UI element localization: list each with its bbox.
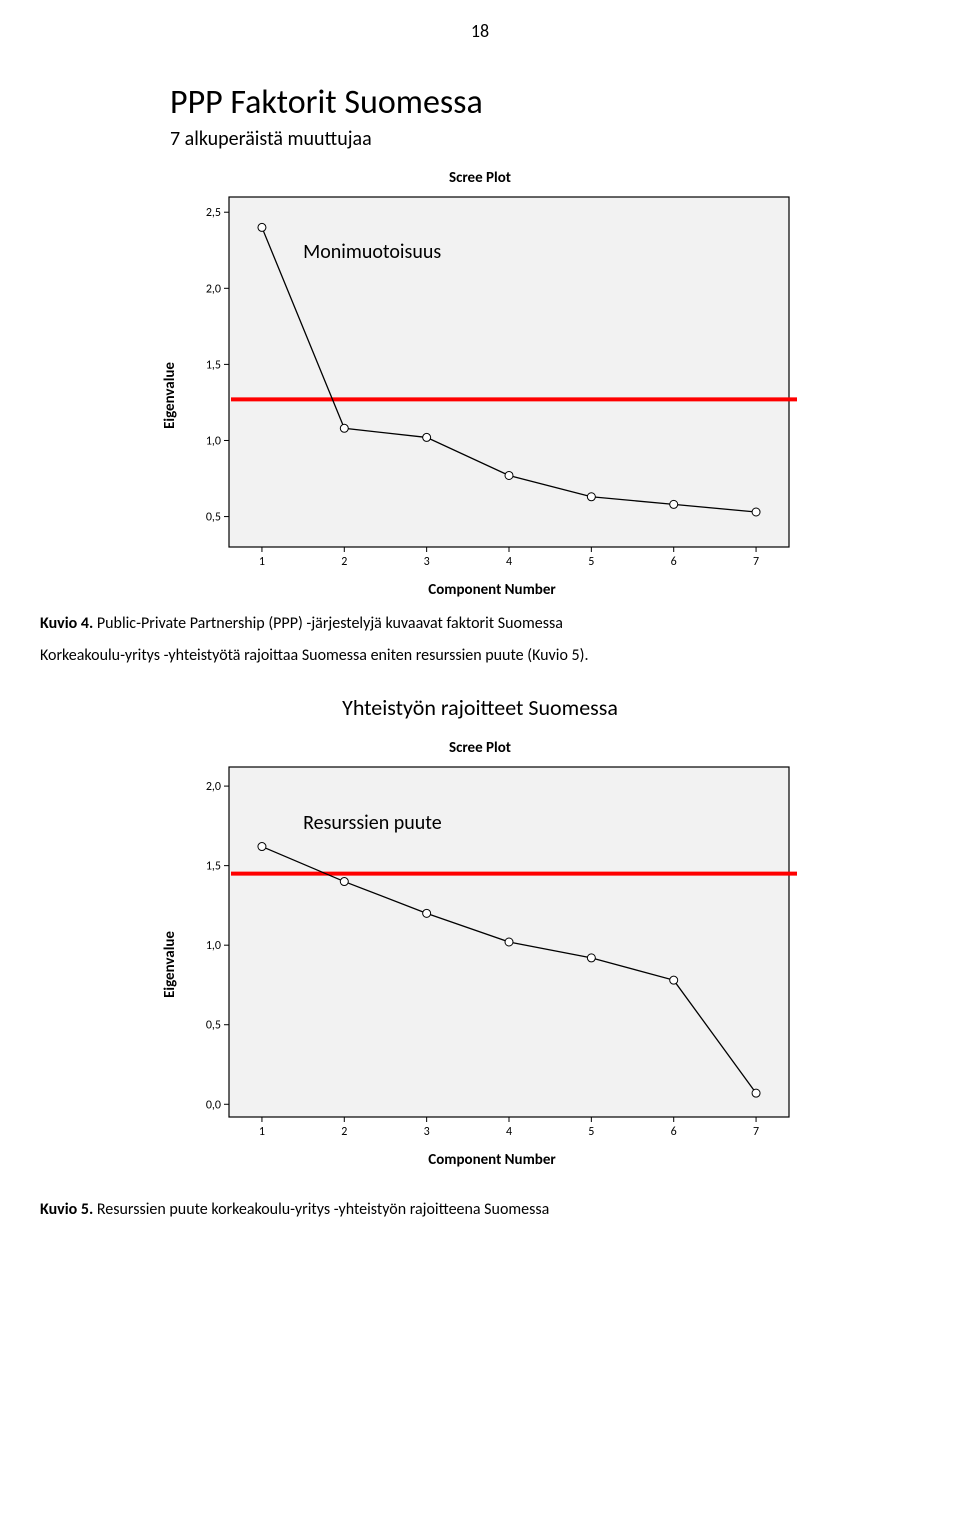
svg-text:1,0: 1,0 <box>206 939 221 953</box>
caption-kuvio5-bold: Kuvio 5. <box>40 1200 93 1219</box>
svg-text:1,5: 1,5 <box>206 859 221 873</box>
chart1-scree-title: Scree Plot <box>0 169 960 187</box>
caption-kuvio4: Kuvio 4. Public-Private Partnership (PPP… <box>40 613 920 635</box>
chart1-svg: 0,5 1,0 1,5 2,0 2,5 1 2 3 4 5 6 7 Monimuotoisuus <box>185 191 799 577</box>
svg-text:6: 6 <box>671 1125 677 1139</box>
svg-text:2,5: 2,5 <box>206 206 221 220</box>
chart2-scree-title: Scree Plot <box>0 739 960 757</box>
svg-text:7: 7 <box>753 555 759 569</box>
caption-kuvio4-rest: Public-Private Partnership (PPP) -järjes… <box>93 614 563 633</box>
svg-text:2: 2 <box>341 1125 347 1139</box>
body-text-1: Korkeakoulu-yritys -yhteistyötä rajoitta… <box>40 645 920 667</box>
svg-text:2,0: 2,0 <box>206 780 221 794</box>
svg-text:6: 6 <box>671 555 677 569</box>
page-number: 18 <box>0 0 960 42</box>
svg-text:4: 4 <box>506 1125 512 1139</box>
svg-text:7: 7 <box>753 1125 759 1139</box>
section1-subtitle: 7 alkuperäistä muuttujaa <box>170 127 960 151</box>
svg-text:0,5: 0,5 <box>206 1019 221 1033</box>
svg-text:1,5: 1,5 <box>206 358 221 372</box>
svg-text:2,0: 2,0 <box>206 282 221 296</box>
svg-text:3: 3 <box>424 555 430 569</box>
svg-text:5: 5 <box>588 1125 594 1139</box>
svg-text:1: 1 <box>259 555 265 569</box>
chart1-ylabel: Eigenvalue <box>161 362 179 429</box>
svg-text:2: 2 <box>341 555 347 569</box>
svg-text:3: 3 <box>424 1125 430 1139</box>
section1-title: PPP Faktorit Suomessa <box>170 82 960 123</box>
chart2-xlabel: Component Number <box>185 1151 799 1169</box>
svg-text:Resurssien puute: Resurssien puute <box>303 811 442 835</box>
chart2-svg: 0,0 0,5 1,0 1,5 2,0 1 2 3 4 5 6 7 Resurssien puute <box>185 761 799 1147</box>
svg-text:1: 1 <box>259 1125 265 1139</box>
caption-kuvio5-rest: Resurssien puute korkeakoulu-yritys -yht… <box>93 1200 549 1219</box>
svg-text:1,0: 1,0 <box>206 434 221 448</box>
svg-text:Monimuotoisuus: Monimuotoisuus <box>303 240 441 264</box>
svg-text:0,0: 0,0 <box>206 1098 221 1112</box>
chart1-xlabel: Component Number <box>185 581 799 599</box>
svg-text:4: 4 <box>506 555 512 569</box>
caption-kuvio5: Kuvio 5. Resurssien puute korkeakoulu-yr… <box>40 1199 920 1221</box>
svg-text:0,5: 0,5 <box>206 511 221 525</box>
svg-text:5: 5 <box>588 555 594 569</box>
chart2-ylabel: Eigenvalue <box>161 931 179 998</box>
caption-kuvio4-bold: Kuvio 4. <box>40 614 93 633</box>
section2-title: Yhteistyön rajoitteet Suomessa <box>0 694 960 721</box>
